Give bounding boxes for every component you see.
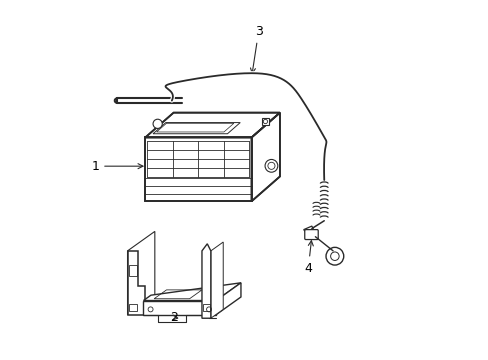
Polygon shape xyxy=(127,251,145,315)
Polygon shape xyxy=(145,113,279,138)
Text: 2: 2 xyxy=(169,311,177,324)
FancyBboxPatch shape xyxy=(304,230,318,239)
Text: 1: 1 xyxy=(91,160,142,173)
Circle shape xyxy=(153,119,162,129)
Polygon shape xyxy=(127,231,155,315)
Polygon shape xyxy=(303,226,313,233)
Polygon shape xyxy=(145,138,251,201)
Circle shape xyxy=(264,159,277,172)
Polygon shape xyxy=(143,283,241,301)
Polygon shape xyxy=(202,244,210,318)
Text: 4: 4 xyxy=(304,241,313,275)
Polygon shape xyxy=(210,242,223,318)
Polygon shape xyxy=(251,113,279,201)
Text: 3: 3 xyxy=(250,24,262,73)
Circle shape xyxy=(325,247,343,265)
Polygon shape xyxy=(216,283,241,315)
FancyBboxPatch shape xyxy=(261,118,269,125)
Polygon shape xyxy=(143,301,216,315)
